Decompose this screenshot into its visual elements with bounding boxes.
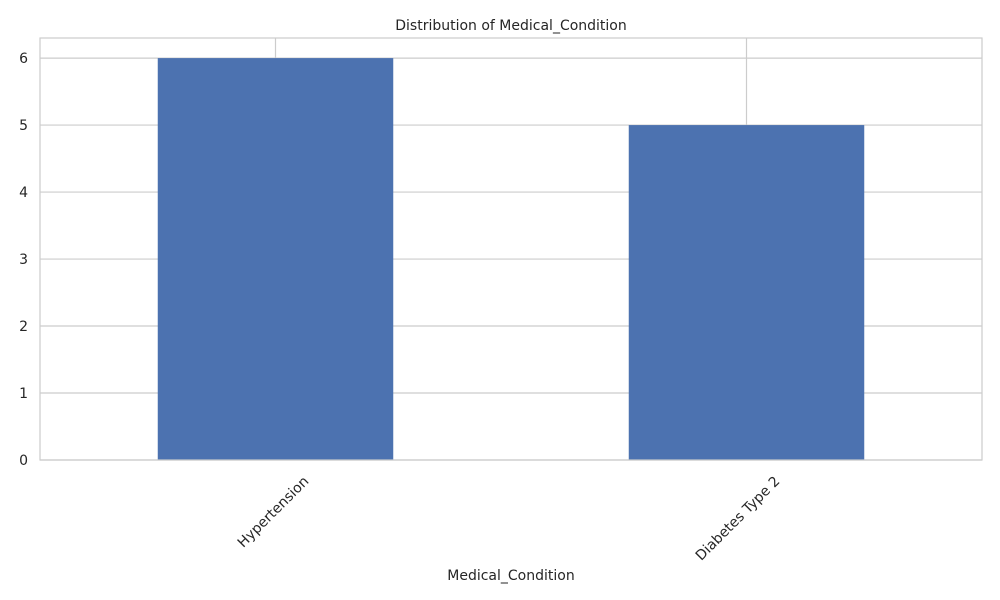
x-axis-label: Medical_Condition	[447, 568, 574, 584]
x-tick-label: Hypertension	[235, 474, 313, 552]
y-tick-label: 4	[19, 185, 28, 201]
y-tick-label: 2	[19, 319, 28, 335]
bar-diabetes-type-2	[628, 125, 865, 460]
x-tick-labels: Hypertension Diabetes Type 2	[235, 474, 784, 565]
chart-title: Distribution of Medical_Condition	[395, 18, 627, 34]
y-tick-label: 1	[19, 386, 28, 402]
x-tick-label: Diabetes Type 2	[693, 474, 784, 565]
bars	[157, 58, 865, 460]
y-tick-label: 3	[19, 252, 28, 268]
bar-hypertension	[157, 58, 394, 460]
y-tick-labels: 0 1 2 3 4 5 6	[19, 51, 28, 469]
y-tick-label: 5	[19, 118, 28, 134]
y-tick-label: 0	[19, 453, 28, 469]
plot-frame	[39, 37, 983, 461]
y-tick-label: 6	[19, 51, 28, 67]
